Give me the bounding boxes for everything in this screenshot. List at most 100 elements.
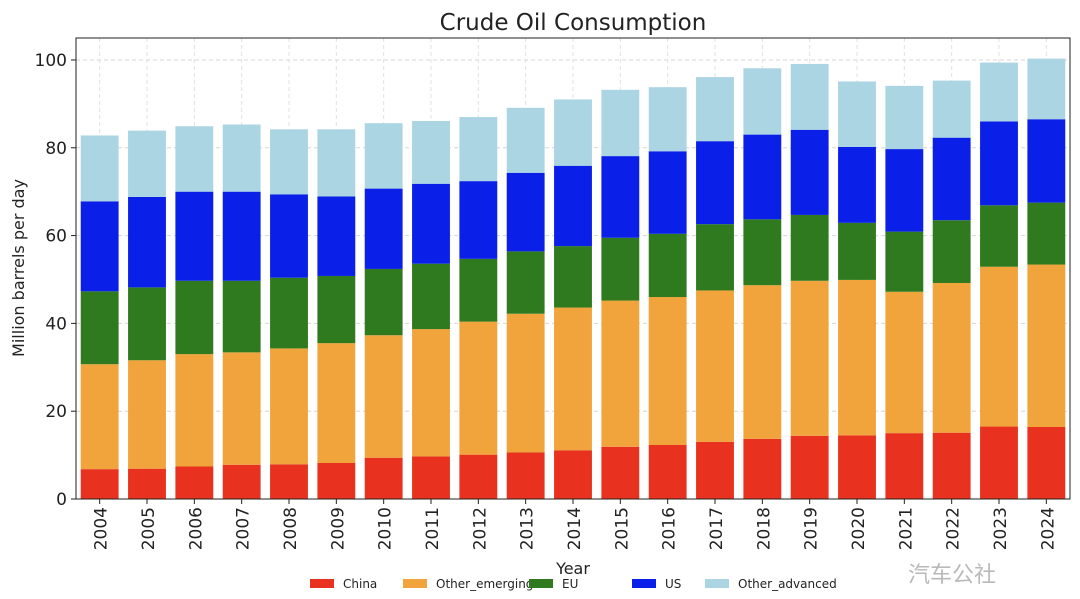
bar-segment-china [980, 426, 1018, 499]
y-tick-label: 20 [45, 402, 67, 422]
y-axis-label: Million barrels per day [9, 179, 28, 357]
bar-segment-china [128, 468, 166, 499]
bar-segment-other-advanced [790, 63, 829, 130]
y-tick-label: 100 [35, 51, 67, 71]
bar-segment-other-emerging [743, 285, 782, 439]
bar-segment-china [790, 435, 829, 499]
bar-segment-us [364, 188, 403, 269]
bar-segment-other-advanced [222, 124, 261, 192]
bar-segment-other-advanced [270, 129, 308, 195]
watermark-text: 汽车公社 [908, 563, 997, 588]
bar-segment-us [932, 137, 971, 221]
legend-label-us: US [665, 577, 681, 591]
x-tick-label: 2010 [376, 507, 396, 550]
bar-segment-other-advanced [601, 89, 640, 157]
bar-segment-other-emerging [980, 266, 1018, 427]
bar-segment-china [222, 464, 261, 499]
bar-segment-eu [222, 280, 261, 353]
bar-segment-other-emerging [270, 348, 308, 465]
x-tick-label: 2023 [991, 507, 1011, 550]
bar-segment-eu [601, 237, 640, 301]
bar-segment-other-advanced [932, 80, 971, 138]
bar-segment-us [80, 201, 119, 292]
bar-segment-other-emerging [506, 313, 545, 453]
bar-segment-other-advanced [128, 130, 166, 197]
legend-swatch-other-advanced [705, 579, 729, 588]
bar-segment-other-advanced [364, 123, 403, 189]
bar-segment-other-emerging [222, 352, 261, 465]
bar-segment-china [932, 432, 971, 499]
bar-segment-china [270, 464, 308, 499]
bar-segment-us [1027, 119, 1066, 203]
x-axis-label: Year [555, 559, 590, 578]
bar-segment-us [601, 156, 640, 238]
legend-label-other-advanced: Other_advanced [738, 577, 837, 591]
bar-segment-eu [317, 275, 356, 344]
bar-segment-eu [459, 258, 498, 322]
legend-label-eu: EU [562, 577, 578, 591]
bar-segment-eu [412, 263, 450, 330]
bar-segment-other-advanced [506, 107, 545, 173]
legend-swatch-other-emerging [403, 579, 427, 588]
bar-segment-china [1027, 426, 1066, 499]
bar-segment-china [601, 446, 640, 499]
bar-segment-us [980, 121, 1018, 206]
bar-segment-us [506, 172, 545, 252]
bar-segment-other-emerging [696, 290, 734, 442]
chart-title: Crude Oil Consumption [440, 10, 707, 36]
bar-segment-other-advanced [459, 117, 498, 182]
bar-segment-other-emerging [838, 279, 876, 436]
bar-segment-china [364, 457, 403, 499]
bar-segment-other-emerging [932, 282, 971, 433]
bar-segment-other-emerging [128, 360, 166, 469]
bar-segment-us [696, 141, 734, 225]
bar-segment-eu [128, 287, 166, 361]
x-tick-label: 2015 [612, 507, 632, 550]
bar-segment-eu [80, 291, 119, 365]
x-tick-label: 2004 [92, 507, 112, 550]
y-tick-label: 40 [45, 314, 67, 334]
bar-segment-other-advanced [838, 81, 876, 147]
bar-segment-other-advanced [696, 77, 734, 142]
bar-segment-other-emerging [601, 300, 640, 447]
bar-segment-china [648, 444, 687, 499]
bar-segment-other-emerging [885, 291, 924, 434]
x-tick-label: 2006 [186, 507, 206, 550]
bar-segment-eu [506, 251, 545, 314]
x-tick-label: 2005 [139, 507, 159, 550]
bar-segment-eu [1027, 202, 1066, 265]
bar-segment-other-advanced [412, 120, 450, 184]
bar-segment-other-emerging [1027, 264, 1066, 427]
bar-segment-us [885, 149, 924, 232]
bar-segment-china [838, 435, 876, 499]
legend-label-china: China [343, 577, 377, 591]
bar-segment-us [648, 151, 687, 234]
x-tick-label: 2011 [423, 507, 443, 550]
bar-segment-china [80, 469, 119, 499]
x-tick-label: 2021 [896, 507, 916, 550]
x-tick-label: 2022 [944, 507, 964, 550]
bar-segment-china [506, 452, 545, 499]
legend-swatch-china [310, 579, 334, 588]
bar-segment-eu [743, 219, 782, 286]
bar-segment-other-emerging [648, 297, 687, 445]
x-tick-label: 2013 [518, 507, 538, 550]
x-axis-ticks: 2004 2005 2006 2007 2008 2009 2010 2011 2012 2013… [92, 499, 1058, 550]
bar-segment-eu [696, 224, 734, 291]
bar-segment-other-advanced [980, 62, 1018, 122]
bar-segment-other-emerging [554, 307, 592, 451]
bar-segment-eu [932, 220, 971, 283]
x-tick-label: 2018 [754, 507, 774, 550]
bar-segment-other-emerging [459, 321, 498, 455]
bar-segment-us [412, 183, 450, 264]
bar-segment-other-advanced [317, 129, 356, 197]
x-tick-label: 2017 [707, 507, 727, 550]
bar-segment-other-advanced [885, 85, 924, 150]
legend-swatch-eu [529, 579, 553, 588]
bar-segment-other-emerging [364, 335, 403, 458]
bar-segment-other-advanced [80, 135, 119, 202]
bar-segment-china [743, 438, 782, 499]
bar-segment-other-emerging [412, 329, 450, 457]
x-tick-label: 2019 [802, 507, 822, 550]
x-tick-label: 2016 [660, 507, 680, 550]
